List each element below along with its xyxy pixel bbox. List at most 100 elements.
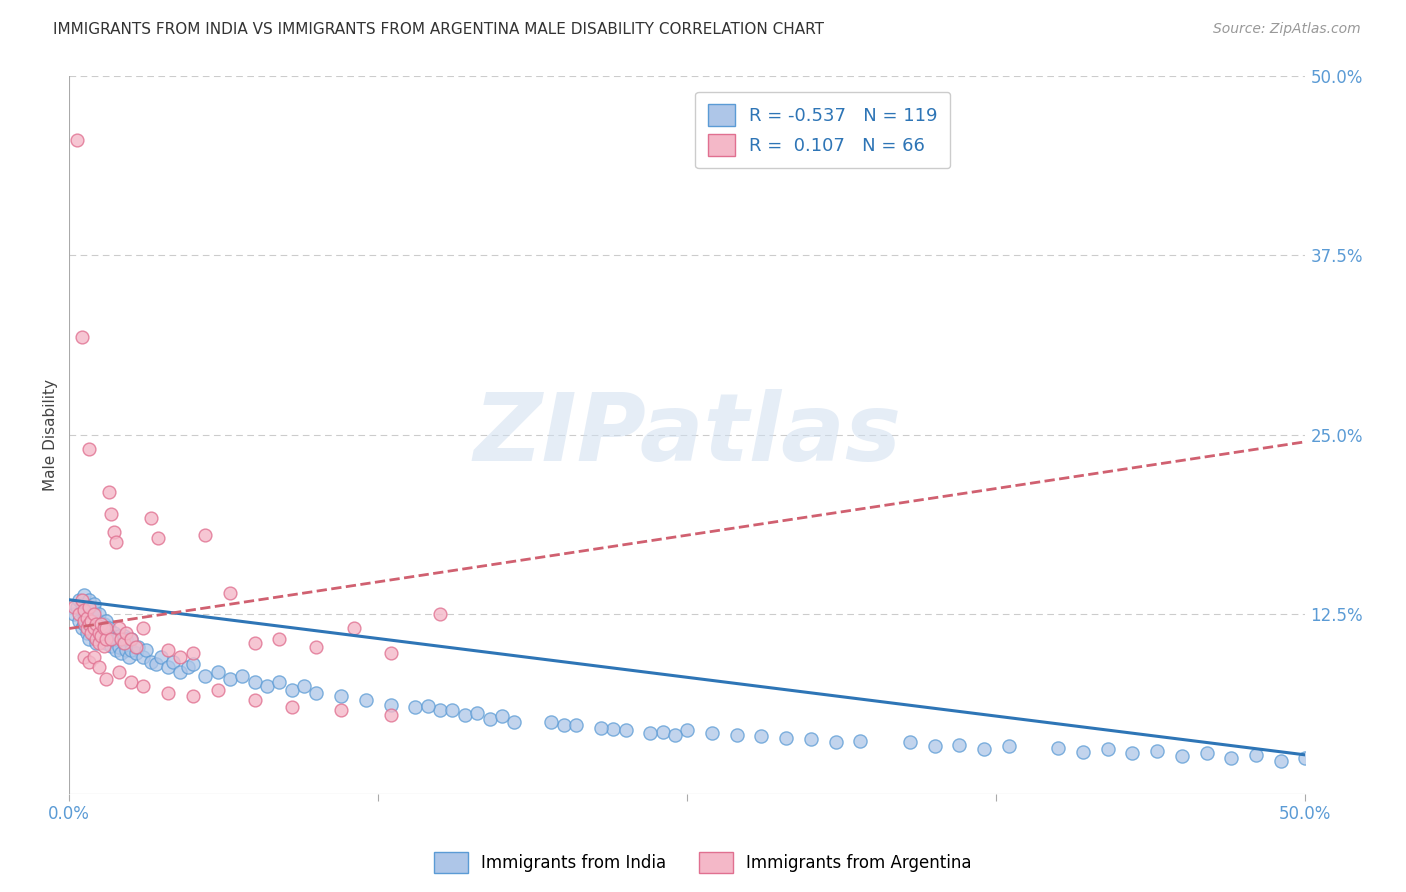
- Point: [100, 629, 122, 643]
- Point: [63, 599, 86, 614]
- Text: ZIPatlas: ZIPatlas: [474, 389, 901, 481]
- Point: [269, 632, 291, 646]
- Point: [429, 703, 451, 717]
- Point: [194, 528, 217, 542]
- Point: [280, 700, 302, 714]
- Point: [589, 721, 612, 735]
- Point: [553, 717, 575, 731]
- Text: Source: ZipAtlas.com: Source: ZipAtlas.com: [1213, 22, 1361, 37]
- Point: [269, 674, 291, 689]
- Point: [110, 646, 132, 660]
- Text: IMMIGRANTS FROM INDIA VS IMMIGRANTS FROM ARGENTINA MALE DISABILITY CORRELATION C: IMMIGRANTS FROM INDIA VS IMMIGRANTS FROM…: [53, 22, 824, 37]
- Point: [105, 643, 128, 657]
- Point: [135, 643, 157, 657]
- Point: [80, 607, 103, 621]
- Point: [96, 622, 118, 636]
- Point: [342, 622, 364, 636]
- Point: [231, 669, 253, 683]
- Y-axis label: Male Disability: Male Disability: [44, 378, 58, 491]
- Point: [824, 735, 846, 749]
- Point: [110, 632, 132, 646]
- Point: [107, 622, 129, 636]
- Point: [800, 732, 823, 747]
- Point: [93, 639, 115, 653]
- Point: [614, 723, 637, 738]
- Point: [503, 714, 526, 729]
- Point: [162, 655, 184, 669]
- Point: [540, 714, 562, 729]
- Point: [139, 655, 162, 669]
- Point: [103, 632, 125, 646]
- Point: [97, 622, 120, 636]
- Point: [86, 636, 108, 650]
- Point: [898, 735, 921, 749]
- Point: [83, 603, 105, 617]
- Point: [115, 632, 138, 646]
- Point: [77, 442, 100, 456]
- Point: [87, 625, 110, 640]
- Point: [330, 703, 353, 717]
- Point: [997, 739, 1019, 754]
- Point: [1097, 742, 1119, 756]
- Point: [292, 679, 315, 693]
- Point: [76, 622, 98, 636]
- Point: [454, 707, 477, 722]
- Point: [77, 592, 100, 607]
- Point: [676, 723, 699, 738]
- Point: [243, 636, 266, 650]
- Point: [924, 739, 946, 754]
- Point: [207, 683, 229, 698]
- Point: [70, 330, 93, 344]
- Point: [66, 599, 89, 614]
- Point: [602, 722, 624, 736]
- Point: [105, 535, 128, 549]
- Point: [77, 632, 100, 646]
- Point: [76, 599, 98, 614]
- Point: [651, 725, 673, 739]
- Point: [194, 669, 217, 683]
- Point: [280, 683, 302, 698]
- Point: [83, 622, 105, 636]
- Point: [86, 617, 108, 632]
- Point: [429, 607, 451, 621]
- Point: [145, 657, 167, 672]
- Point: [77, 615, 100, 629]
- Point: [100, 639, 122, 653]
- Point: [219, 585, 242, 599]
- Point: [181, 657, 204, 672]
- Point: [115, 625, 138, 640]
- Point: [73, 615, 96, 629]
- Point: [849, 733, 872, 747]
- Point: [90, 622, 112, 636]
- Point: [139, 511, 162, 525]
- Point: [86, 617, 108, 632]
- Point: [70, 622, 93, 636]
- Point: [87, 625, 110, 640]
- Point: [157, 686, 180, 700]
- Point: [83, 611, 105, 625]
- Point: [87, 660, 110, 674]
- Point: [100, 632, 122, 646]
- Point: [100, 507, 122, 521]
- Point: [380, 707, 402, 722]
- Point: [1294, 751, 1316, 765]
- Point: [169, 665, 191, 679]
- Point: [305, 640, 328, 655]
- Point: [66, 133, 89, 147]
- Point: [83, 597, 105, 611]
- Point: [1220, 751, 1243, 765]
- Point: [664, 728, 686, 742]
- Point: [1121, 747, 1143, 761]
- Point: [441, 703, 464, 717]
- Point: [478, 712, 501, 726]
- Point: [67, 592, 90, 607]
- Point: [93, 622, 115, 636]
- Point: [120, 674, 142, 689]
- Point: [127, 640, 149, 655]
- Point: [148, 531, 170, 545]
- Point: [80, 617, 103, 632]
- Legend: Immigrants from India, Immigrants from Argentina: Immigrants from India, Immigrants from A…: [427, 846, 979, 880]
- Point: [132, 650, 155, 665]
- Point: [76, 611, 98, 625]
- Point: [1047, 740, 1070, 755]
